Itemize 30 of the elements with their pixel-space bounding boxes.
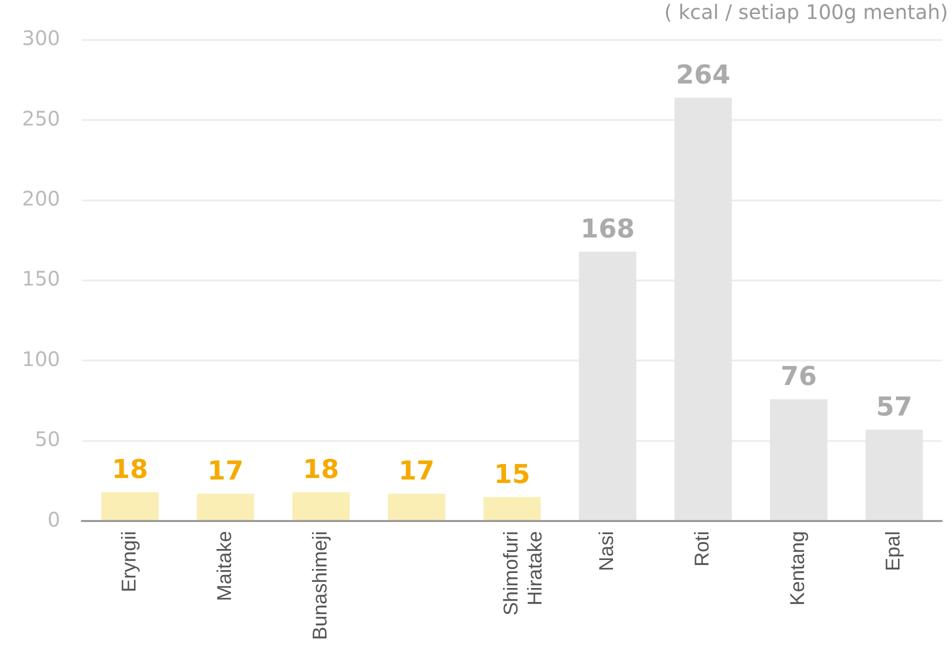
x-tick-label: Roti <box>692 531 714 567</box>
bar <box>101 492 159 520</box>
y-axis-title: ( kcal / setiap 100g mentah) <box>664 0 948 24</box>
bar <box>483 497 541 520</box>
y-tick-label: 100 <box>22 346 60 371</box>
bar <box>388 494 446 520</box>
y-tick-label: 300 <box>22 26 60 50</box>
y-tick-label: 50 <box>34 427 60 452</box>
data-label: 168 <box>580 214 635 244</box>
x-tick-label: Shimofuri Hiratake <box>500 531 547 616</box>
y-tick-label: 150 <box>22 266 60 291</box>
data-label: 18 <box>302 454 340 485</box>
data-label: 264 <box>676 60 730 90</box>
data-label: 76 <box>780 362 817 392</box>
x-tick-label: Nasi <box>596 531 618 572</box>
x-tick-label: Epal <box>882 531 905 572</box>
x-tick-label: Bunashimeji <box>310 531 332 640</box>
bar <box>196 494 254 520</box>
data-label: 17 <box>207 456 244 487</box>
y-tick-label: 200 <box>22 186 60 211</box>
x-tick-label: Eryngii <box>118 531 140 592</box>
data-label: 15 <box>494 460 530 490</box>
x-tick-label: Maitake <box>214 531 236 602</box>
data-label: 57 <box>876 392 912 422</box>
x-tick-label: Kentang <box>787 531 810 606</box>
y-tick-label: 0 <box>47 507 60 532</box>
data-label: 17 <box>398 456 435 487</box>
bar <box>292 492 350 520</box>
y-tick-label: 250 <box>22 106 60 130</box>
data-label: 18 <box>112 454 148 485</box>
